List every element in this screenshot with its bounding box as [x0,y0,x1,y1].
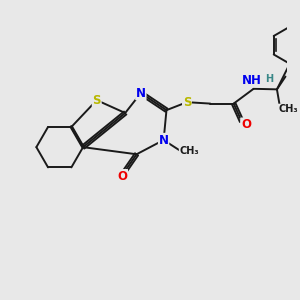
Text: N: N [136,87,146,100]
Text: S: S [92,94,101,107]
Text: N: N [159,134,169,146]
Text: O: O [241,118,251,131]
Text: CH₃: CH₃ [278,104,298,114]
Text: O: O [117,170,127,183]
Text: H: H [265,74,273,83]
Text: CH₃: CH₃ [179,146,199,156]
Text: NH: NH [242,74,262,87]
Text: S: S [183,96,191,109]
